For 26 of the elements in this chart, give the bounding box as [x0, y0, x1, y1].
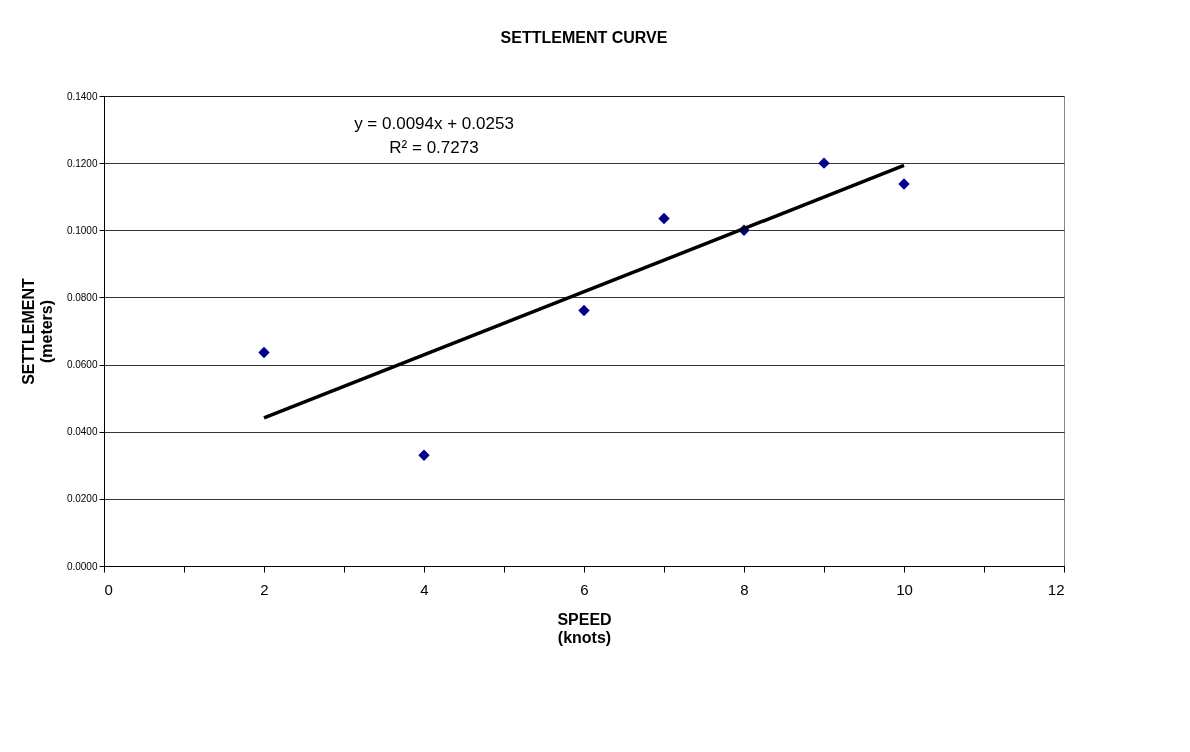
chart-title: SETTLEMENT CURVE	[500, 29, 668, 46]
point	[418, 449, 430, 461]
y-tick-label: 0.1000	[66, 224, 98, 236]
x-axis-title: SPEED (knots)	[557, 610, 612, 646]
x-tick-label: 2	[260, 580, 269, 598]
x-tick-label: 12	[1047, 580, 1065, 598]
point	[818, 157, 830, 169]
y-tick-label: 0.1200	[66, 157, 98, 169]
point	[258, 346, 270, 359]
y-tick-label: 0.0400	[66, 426, 98, 438]
y-tick-label: 0.0600	[66, 359, 98, 371]
x-tick-label: 10	[896, 580, 913, 598]
point	[898, 178, 910, 190]
point	[658, 212, 670, 225]
point	[578, 304, 590, 317]
x-tick-label: 8	[740, 580, 749, 598]
annotation: R² = 0.7273	[389, 138, 479, 157]
x-tick-label: 0	[104, 580, 113, 598]
y-tick-label: 0.0200	[66, 493, 98, 505]
y-tick-label: 0.0800	[66, 291, 98, 303]
y-tick-label: 0.0000	[66, 560, 98, 572]
y-tick-label: 0.1400	[66, 90, 98, 102]
x-tick-label: 6	[580, 580, 589, 598]
annotation: y = 0.0094x + 0.0253	[354, 114, 514, 133]
y-axis-title: SETTLEMENT (meters)	[19, 277, 55, 385]
x-tick-label: 4	[420, 580, 429, 598]
